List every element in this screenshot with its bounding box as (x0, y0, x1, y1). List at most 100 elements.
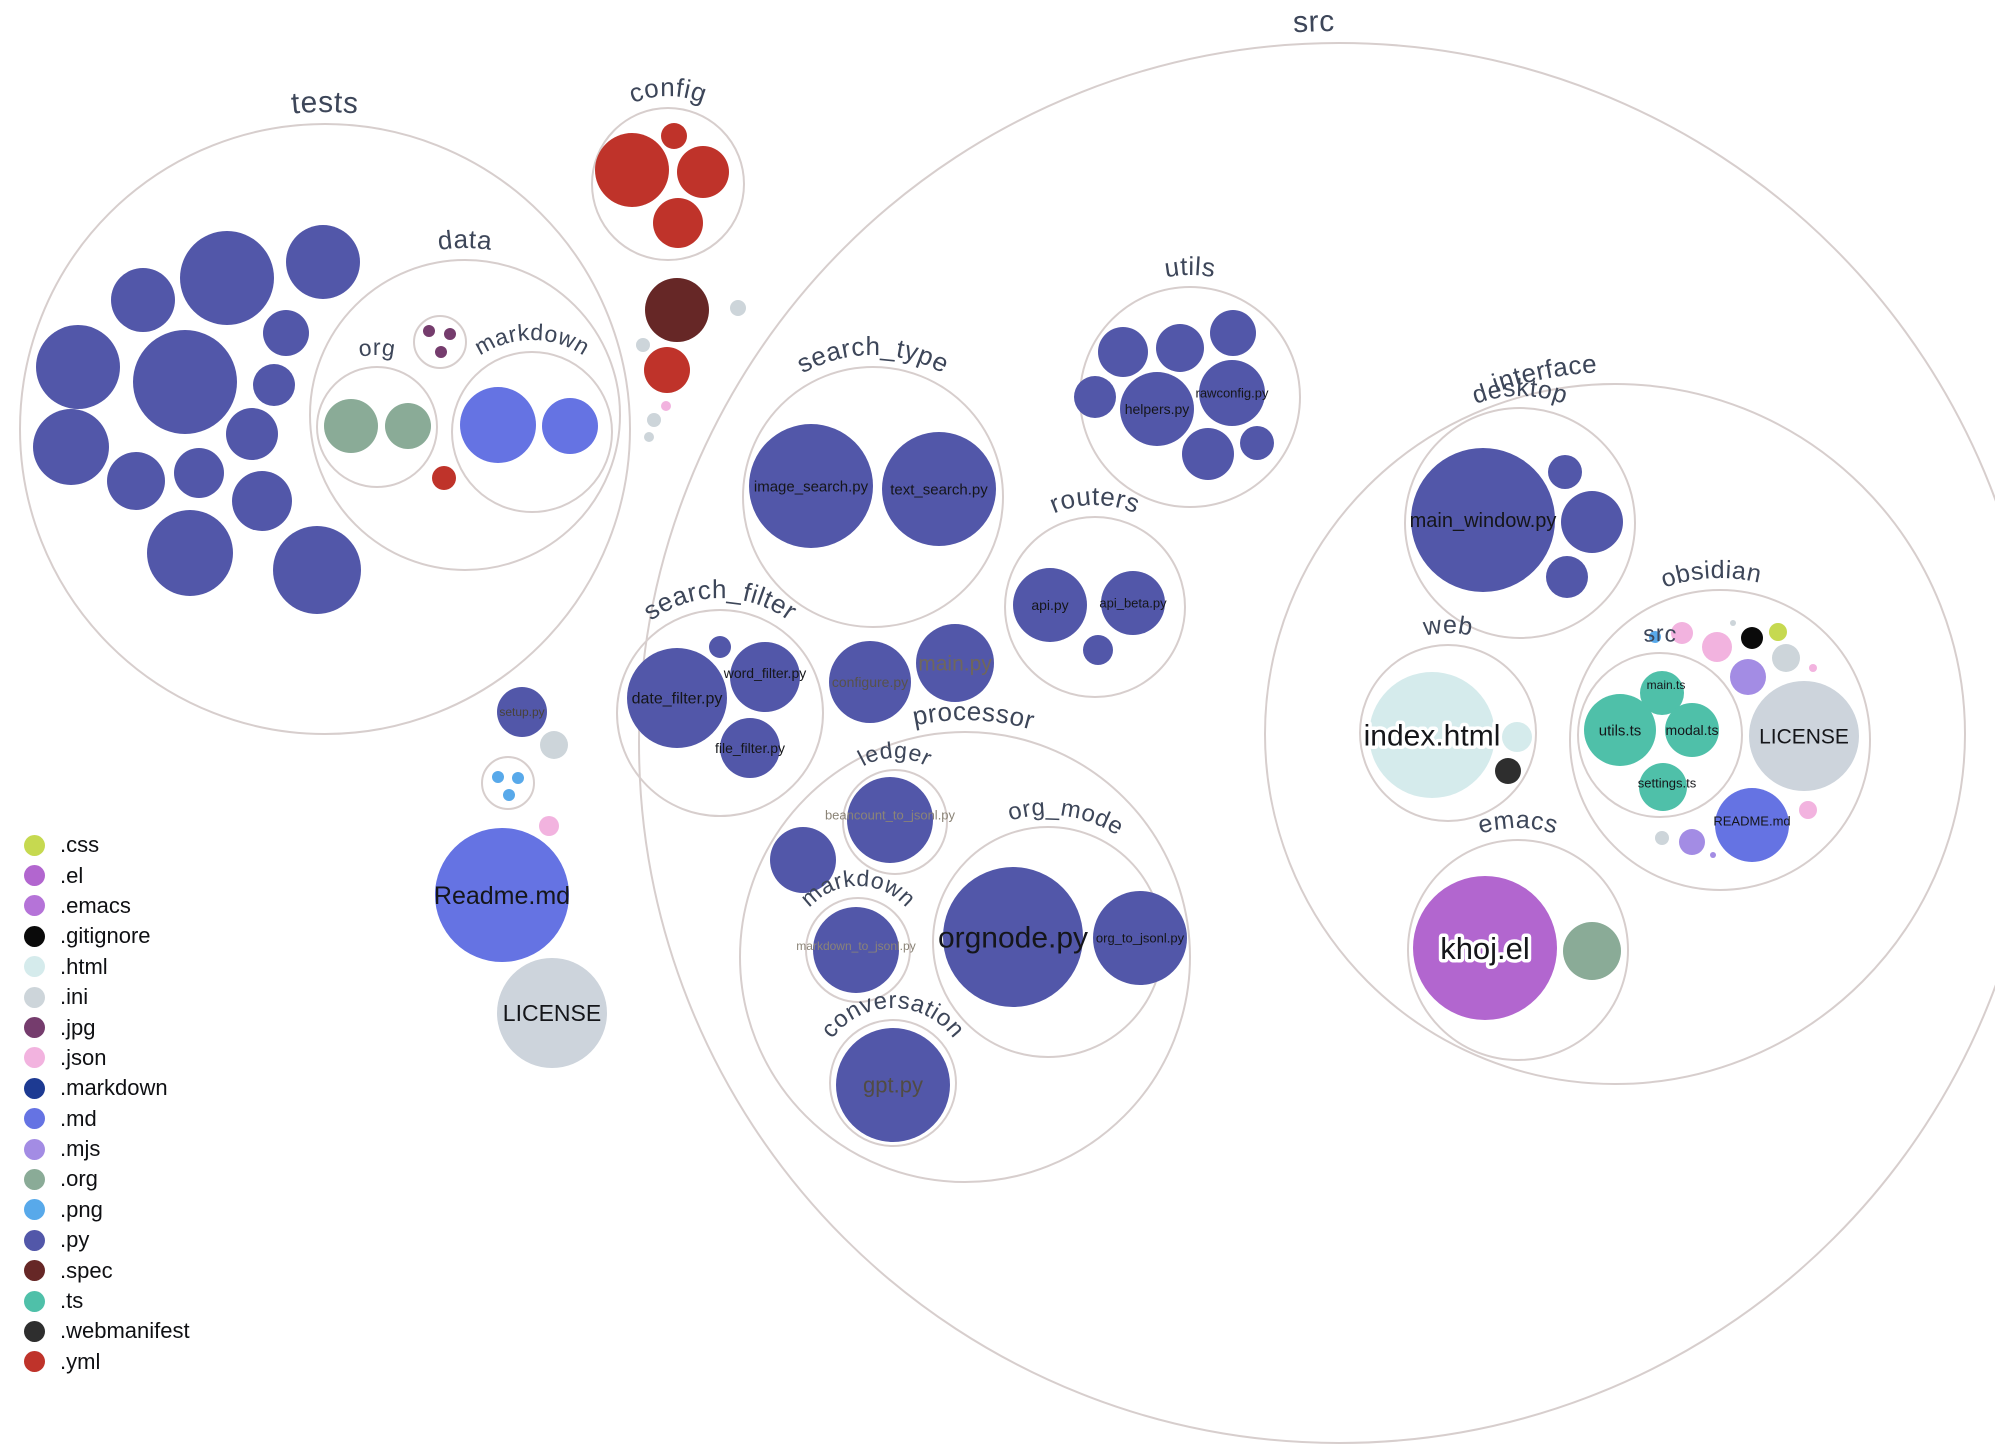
file-circle (503, 789, 515, 801)
folder-circle-web (1359, 644, 1537, 822)
folder-label-routers: routers (1045, 481, 1144, 519)
legend-color-dot-md (24, 1108, 45, 1130)
file-circle (512, 772, 524, 784)
file-circle (542, 398, 598, 454)
legend-label-md: .md (60, 1105, 97, 1131)
file-circle (1772, 644, 1800, 672)
file-circle (645, 278, 709, 342)
file-circle-utils-ts (1584, 694, 1656, 766)
folder-label-tests: tests (290, 86, 360, 121)
file-label-word-filter-py: word_filter.py (723, 665, 806, 681)
legend-color-dot-markdown (24, 1077, 45, 1099)
file-circle (253, 364, 295, 406)
legend-item-org: .org (24, 1164, 190, 1194)
file-circle-main-py (916, 624, 994, 702)
legend-label-emacs: .emacs (60, 892, 131, 918)
legend-item-py: .py (24, 1225, 190, 1255)
legend-color-dot-emacs (24, 895, 45, 917)
legend-item-yml: .yml (24, 1347, 190, 1377)
file-label-utils-ts: utils.ts (1599, 722, 1642, 739)
file-circle (1548, 455, 1582, 489)
folder-circle-data (309, 259, 621, 571)
legend-item-css: .css (24, 830, 190, 860)
file-label-text-search-py: text_search.py (890, 481, 988, 498)
legend-color-dot-webmanifest (24, 1320, 45, 1342)
folder-label-processor: processor (910, 696, 1038, 735)
file-circle (1563, 922, 1621, 980)
folder-circle-tests (19, 123, 631, 735)
file-label-api-py: api.py (1031, 597, 1068, 613)
file-label-file-filter-py: file_filter.py (715, 740, 785, 756)
legend-label-webmanifest: .webmanifest (60, 1318, 190, 1344)
file-circle (1671, 622, 1693, 644)
file-circle (709, 636, 731, 658)
file-circle-license (497, 958, 607, 1068)
folder-circle-src-obsidian (1577, 652, 1743, 818)
file-circle (1074, 376, 1116, 418)
file-circle (492, 771, 504, 783)
folder-label-src-obsidian: src (1642, 620, 1678, 647)
file-circle-markdown-to-jsonl-py (813, 907, 899, 993)
file-circle (1561, 491, 1623, 553)
legend-item-webmanifest: .webmanifest (24, 1316, 190, 1346)
file-circle-gpt-py (836, 1028, 950, 1142)
file-circle (647, 413, 661, 427)
folder-circle-emacs (1407, 839, 1629, 1061)
legend-color-dot-org (24, 1168, 45, 1190)
legend-label-yml: .yml (60, 1348, 101, 1374)
file-circle-word-filter-py (730, 642, 800, 712)
file-circle (770, 827, 836, 893)
file-circle (1710, 852, 1716, 858)
legend-item-ini: .ini (24, 982, 190, 1012)
file-label-helpers-py: helpers.py (1125, 401, 1190, 417)
file-label-rawconfig-py: rawconfig.py (1196, 386, 1269, 401)
legend-color-dot-spec (24, 1260, 45, 1282)
folder-label-config: config (625, 72, 711, 109)
extension-legend: .css .el .emacs .gitignore .html .ini .jpg .jso… (24, 830, 190, 1377)
file-circle (1679, 829, 1705, 855)
file-circle (1495, 758, 1521, 784)
legend-item-png: .png (24, 1195, 190, 1225)
legend-color-dot-ini (24, 986, 45, 1008)
legend-color-dot-el (24, 865, 45, 887)
file-circle (1730, 659, 1766, 695)
legend-item-json: .json (24, 1043, 190, 1073)
file-circle-file-filter-py (720, 718, 780, 778)
legend-label-spec: .spec (60, 1257, 113, 1283)
file-label-settings-ts: settings.ts (1638, 776, 1697, 791)
folder-circle-ledger (842, 769, 948, 875)
folder-label-obsidian: obsidian (1657, 556, 1764, 594)
file-circle (460, 387, 536, 463)
legend-label-json: .json (60, 1044, 107, 1070)
file-circle (324, 399, 378, 453)
file-label-configure-py: configure.py (832, 674, 908, 690)
file-circle (1809, 664, 1817, 672)
file-circle (1655, 831, 1669, 845)
file-circle (1546, 556, 1588, 598)
file-circle (1769, 623, 1787, 641)
folder-circle-routers (1004, 516, 1186, 698)
file-circle-main-window-py (1411, 448, 1555, 592)
file-circle (232, 471, 292, 531)
file-label-license: LICENSE (503, 1000, 601, 1026)
file-circle (33, 409, 109, 485)
file-circle (1182, 428, 1234, 480)
file-circle (1098, 327, 1148, 377)
file-circle-api-beta-py (1101, 571, 1165, 635)
legend-item-ts: .ts (24, 1286, 190, 1316)
legend-color-dot-gitignore (24, 925, 45, 947)
file-circle (644, 347, 690, 393)
legend-color-dot-yml (24, 1351, 45, 1373)
file-circle (539, 816, 559, 836)
file-label-gpt-py: gpt.py (863, 1073, 923, 1098)
legend-item-el: .el (24, 860, 190, 890)
legend-label-mjs: .mjs (60, 1136, 101, 1162)
legend-label-el: .el (60, 862, 84, 888)
file-circle (147, 510, 233, 596)
legend-item-jpg: .jpg (24, 1012, 190, 1042)
file-label-license: LICENSE (1759, 725, 1849, 748)
file-circle-khoj-el (1413, 876, 1557, 1020)
file-circle (1702, 632, 1732, 662)
